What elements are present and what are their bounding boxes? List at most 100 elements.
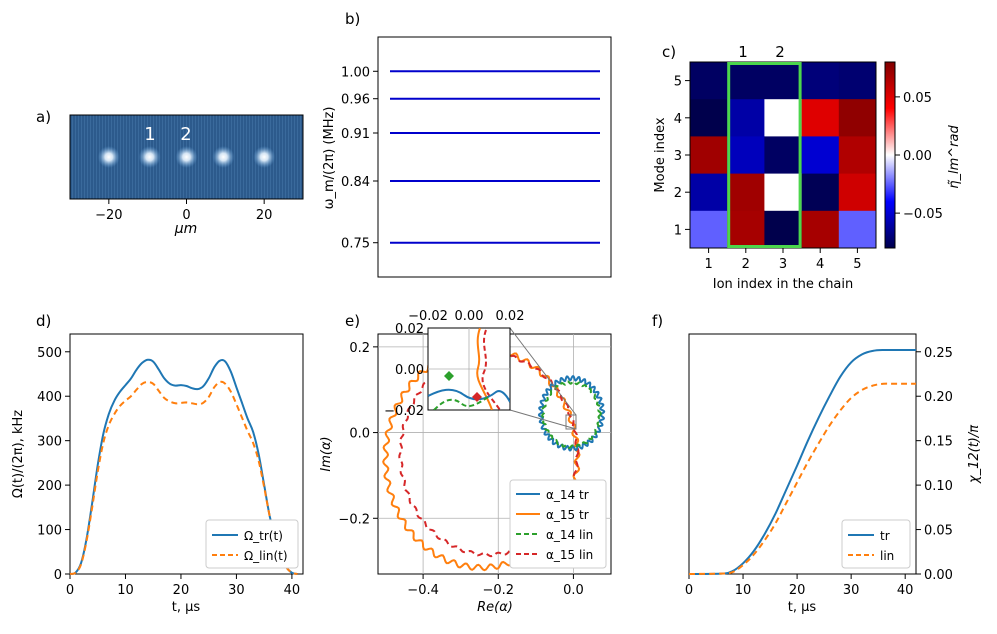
series-Ω_lin(t) [69, 380, 298, 575]
top-label-2: 2 [775, 43, 785, 61]
x-tick-label: 40 [897, 583, 914, 598]
plot-frame [688, 333, 917, 575]
x-tick-label: 30 [843, 583, 860, 598]
x-tick-label: 2 [742, 257, 750, 272]
y-axis-label: Mode index [653, 117, 668, 192]
panel-label-e: e) [345, 312, 360, 330]
x-tick-label: 10 [117, 583, 134, 598]
x-axis-label: t, μs [788, 600, 817, 615]
legend-label-a15-lin: α_15 lin [546, 548, 593, 562]
inset-xtick-1: 0.00 [455, 309, 484, 324]
x-tick-label: 5 [853, 257, 861, 272]
y-axis-label: χ_12(t)/π [967, 425, 982, 484]
heatmap-cell [838, 99, 877, 137]
legend-label-a15-tr: α_15 tr [546, 508, 589, 522]
x-axis-label: t, μs [172, 600, 201, 615]
heatmap-cell [838, 62, 877, 100]
inset-xtick-0: −0.02 [408, 309, 448, 324]
ion-chain [97, 146, 276, 168]
y-axis-label: Im(α) [319, 436, 334, 471]
y-tick-label: 0.2 [349, 341, 370, 356]
colorbar-tick-label: 0.05 [903, 91, 932, 106]
mode-frequency-levels: 1.00 0.96 0.91 0.84 0.75 [341, 65, 600, 252]
y-tick-label: 300 [37, 435, 62, 450]
y-tick-label: 0.25 [924, 346, 953, 361]
axis-ticks: 0 10 20 30 40 0.00 0.05 0.10 0.15 0.20 0.25 [685, 346, 953, 598]
x-tick-label: 0.0 [563, 583, 584, 598]
panel-label-a: a) [36, 108, 51, 126]
panel-e: −0.4 −0.2 0.0 −0.2 0.0 0.2 −0.02 0.00 0.02 0.… [319, 309, 612, 615]
y-tick-label: 1 [674, 223, 682, 238]
trajectory-a14-lin [541, 380, 602, 449]
x-tick-label: 0 [182, 208, 190, 223]
x-axis-label: μm [174, 221, 198, 237]
panel-label-b: b) [345, 10, 360, 28]
x-axis-label: Re(α) [477, 600, 513, 615]
y-tick-label: 0.84 [341, 175, 370, 190]
heatmap-cell [690, 173, 728, 212]
heatmap-cell [727, 136, 765, 175]
inset-ytick-2: −0.02 [384, 404, 424, 419]
heatmap-cell [727, 62, 765, 100]
x-tick-label: 3 [779, 257, 787, 272]
x-tick-label: 20 [256, 208, 273, 223]
legend: α_14 tr α_15 tr α_14 lin α_15 lin [509, 479, 607, 569]
inset-ytick-0: 0.02 [395, 322, 424, 337]
ion-2 [138, 146, 161, 168]
panel-label-f: f) [652, 312, 663, 330]
panel-b: 1.00 0.96 0.91 0.84 0.75 ω_m/(2π) (MHz) [322, 36, 612, 278]
legend: Ω_tr(t) Ω_lin(t) [205, 519, 299, 569]
legend-label-a14-lin: α_14 lin [546, 528, 593, 542]
legend-label-a14-tr: α_14 tr [546, 488, 589, 502]
inset-a14-tr [428, 388, 510, 403]
x-tick-label: −20 [95, 208, 122, 223]
panel-f: 0 10 20 30 400.000.050.100.150.200.25 t, μs … [685, 333, 982, 615]
x-tick-label: 10 [735, 583, 752, 598]
x-tick-label: 0 [66, 583, 74, 598]
heatmap-ticks: 1 2 3 4 5 1 2 3 4 5 [674, 75, 862, 272]
inset-a15-endpoint [472, 392, 482, 402]
ion-label-2: 2 [180, 124, 191, 145]
inset-a14-endpoint [444, 371, 454, 381]
zoom-connector-2 [509, 409, 577, 430]
y-tick-label: 200 [37, 479, 62, 494]
inset: −0.02 0.00 0.02 0.02 0.00 −0.02 [384, 309, 524, 419]
colorbar-tick-label: 0.00 [903, 149, 932, 164]
y-tick-label: 4 [674, 112, 682, 127]
inset-a14-lin [433, 395, 491, 410]
heatmap-cell [801, 62, 840, 100]
heatmap-cell [727, 173, 765, 212]
heatmap-cells [690, 62, 877, 249]
panel-c: 1 2 1 2 3 4 5 1 2 3 4 5 Ion index in the chain Mo… [653, 43, 962, 292]
inset-trajectories [428, 328, 510, 410]
heatmap-cell [690, 210, 728, 249]
legend-box [509, 479, 607, 569]
y-tick-label: 5 [674, 75, 682, 90]
legend-label-lin: lin [880, 549, 894, 563]
axis-ticks: −0.4 −0.2 0.0 −0.2 0.0 0.2 [338, 341, 583, 598]
x-tick-label: 40 [284, 583, 301, 598]
ion-label-1: 1 [144, 124, 155, 145]
y-tick-label: 0.91 [341, 127, 370, 142]
y-axis-label: Ω(t)/(2π), kHz [11, 410, 26, 498]
heatmap-cell [838, 173, 877, 212]
inset-a15-tr [476, 328, 493, 410]
y-tick-label: 0.05 [924, 524, 953, 539]
series-lines [688, 348, 916, 575]
x-tick-label: 30 [228, 583, 245, 598]
series-tr [688, 348, 916, 575]
heatmap-cell [764, 210, 803, 249]
x-tick-label: 4 [816, 257, 824, 272]
zoom-region [565, 414, 577, 430]
series-Ω_tr(t) [69, 358, 298, 575]
x-axis-label: Ion index in the chain [713, 277, 854, 292]
heatmap-cell [764, 62, 803, 100]
inset-xtick-2: 0.02 [496, 309, 525, 324]
y-tick-label: 0 [54, 568, 62, 583]
y-tick-label: 0.00 [924, 568, 953, 583]
y-tick-label: 0.20 [924, 390, 953, 405]
ion-5 [253, 146, 276, 168]
series-lin [688, 382, 916, 575]
heatmap-cell [690, 136, 728, 175]
